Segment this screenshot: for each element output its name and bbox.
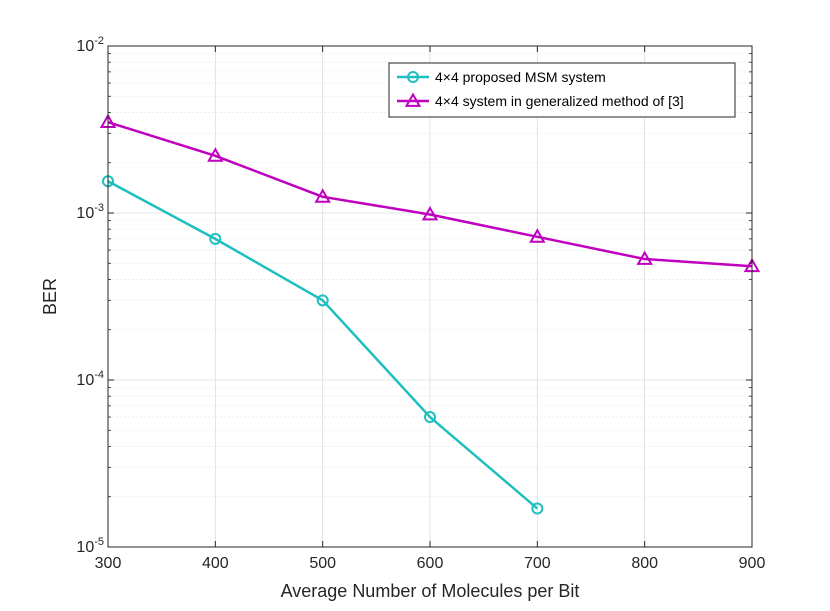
- series-line: [107, 180, 539, 510]
- y-tick-label: 10-2: [76, 35, 104, 55]
- data-point-triangle: [636, 250, 653, 265]
- legend-entry-2: 4×4 system in generalized method of [3]: [397, 92, 684, 109]
- series-1: [102, 175, 544, 515]
- legend: 4×4 proposed MSM system 4×4 system in gen…: [388, 62, 736, 118]
- y-tick-label: 10-5: [76, 536, 104, 556]
- x-tick-label: 600: [417, 555, 444, 572]
- data-point-circle: [424, 411, 436, 424]
- series-2: [99, 113, 761, 273]
- x-tick-label: 300: [95, 555, 122, 572]
- x-tick-label: 700: [524, 555, 551, 572]
- data-point-triangle: [207, 147, 224, 162]
- y-tick-label: 10-3: [76, 202, 104, 222]
- legend-label: 4×4 proposed MSM system: [435, 69, 606, 85]
- legend-box: [388, 62, 736, 118]
- legend-label: 4×4 system in generalized method of [3]: [435, 93, 684, 109]
- x-axis-label: Average Number of Molecules per Bit: [281, 581, 580, 601]
- x-tick-label: 400: [202, 555, 229, 572]
- data-point-circle: [316, 294, 329, 307]
- series-layer: [99, 113, 761, 515]
- data-point-triangle: [421, 205, 439, 221]
- data-point-triangle: [314, 188, 331, 203]
- data-point-circle: [407, 71, 419, 83]
- x-tick-label: 800: [631, 555, 658, 572]
- data-point-triangle: [529, 228, 546, 243]
- y-axis-label: BER: [40, 278, 60, 315]
- legend-entry-1: 4×4 proposed MSM system: [397, 69, 606, 85]
- x-tick-label: 500: [309, 555, 336, 572]
- data-point-circle: [531, 502, 544, 515]
- x-tick-label: 900: [739, 555, 766, 572]
- data-point-triangle: [404, 92, 422, 107]
- y-tick-label: 10-4: [76, 369, 104, 389]
- series-line: [107, 120, 753, 268]
- tick-layer: 300 400 500 600 700 800 900 10-5 10-4 10-3 10-2: [76, 35, 765, 572]
- data-point-circle: [209, 232, 222, 245]
